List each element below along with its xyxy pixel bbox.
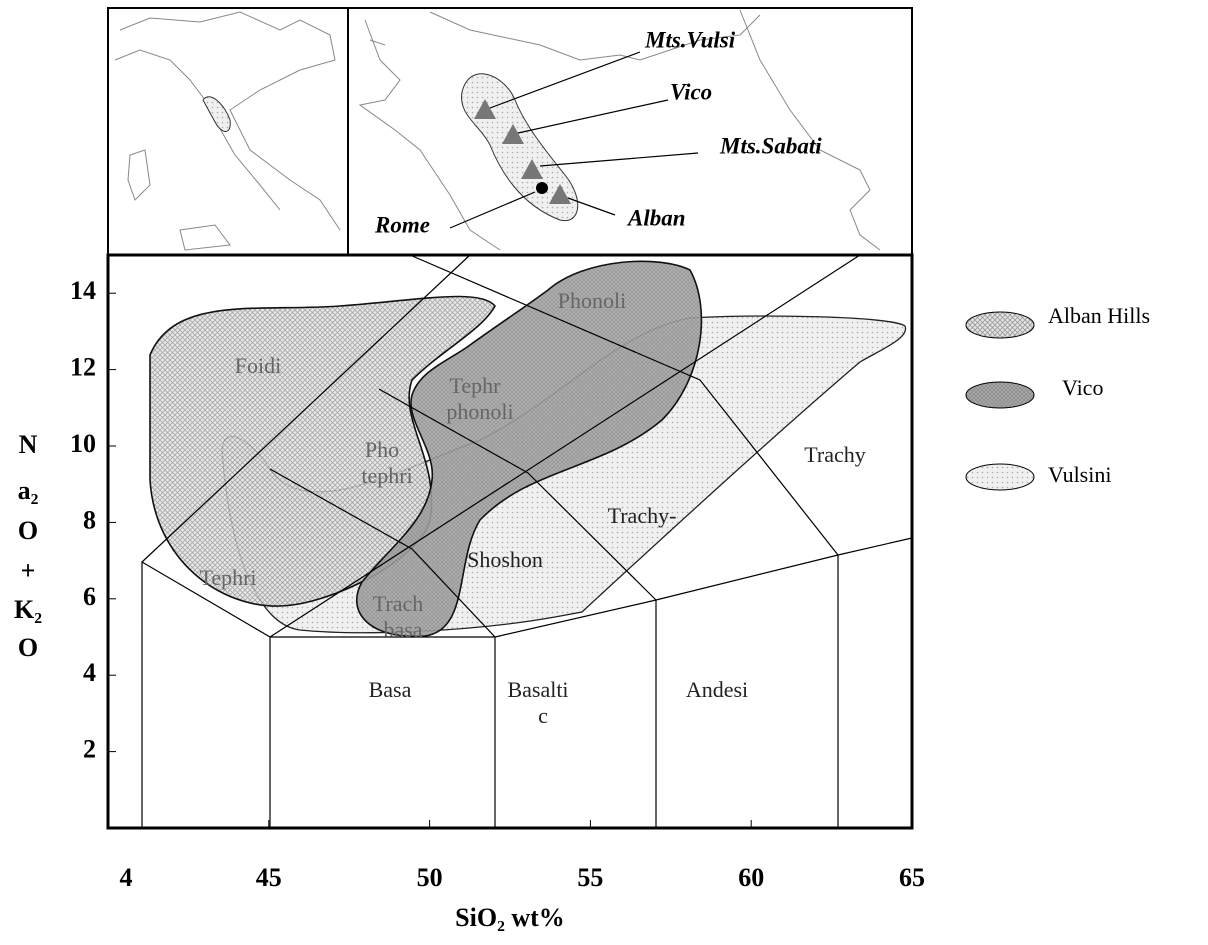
y-tick-label: 4 bbox=[83, 658, 96, 687]
y-tick-label: 8 bbox=[83, 505, 96, 534]
field-label: Phonoli bbox=[558, 288, 626, 313]
y-axis-label: + bbox=[21, 556, 36, 585]
legend bbox=[965, 311, 1035, 491]
map-label: Alban bbox=[626, 205, 686, 230]
field-label: Trachy- bbox=[608, 503, 677, 528]
map-label: Rome bbox=[374, 212, 430, 237]
vico-field bbox=[356, 260, 703, 638]
y-tick-label: 12 bbox=[70, 353, 96, 382]
x-tick-label: 50 bbox=[417, 863, 443, 892]
x-tick-label: 4 bbox=[120, 863, 133, 892]
map-label: Mts.Vulsi bbox=[644, 27, 736, 52]
legend-label: Vulsini bbox=[1048, 462, 1111, 487]
map-label: Mts.Sabati bbox=[719, 133, 822, 158]
y-tick-label: 10 bbox=[70, 429, 96, 458]
y-axis-label: a₂ bbox=[18, 476, 39, 505]
map-label: Vico bbox=[670, 79, 712, 104]
field-label: Trach bbox=[373, 591, 424, 616]
field-label: basa bbox=[383, 617, 422, 642]
x-axis-label: SiO₂ wt% bbox=[455, 903, 565, 932]
y-axis-label: O bbox=[18, 633, 38, 662]
field-label: Foidi bbox=[235, 353, 281, 378]
legend-label: Vico bbox=[1062, 375, 1103, 400]
field-label: Basalti bbox=[507, 677, 568, 702]
y-axis-label: O bbox=[18, 516, 38, 545]
field-label: Andesi bbox=[686, 677, 748, 702]
field-label: c bbox=[538, 703, 548, 728]
field-label: Basa bbox=[369, 677, 412, 702]
field-label: Trachy bbox=[804, 442, 866, 467]
field-label: Tephri bbox=[199, 565, 256, 590]
y-tick-label: 2 bbox=[83, 735, 96, 764]
field-label: tephri bbox=[361, 463, 412, 488]
x-tick-label: 45 bbox=[256, 863, 282, 892]
y-axis-label: N bbox=[19, 430, 38, 459]
y-tick-label: 14 bbox=[70, 276, 96, 305]
tas-boundaries bbox=[141, 254, 913, 828]
x-tick-label: 55 bbox=[577, 863, 603, 892]
field-label: Shoshon bbox=[467, 547, 543, 572]
x-tick-label: 60 bbox=[738, 863, 764, 892]
field-label: phonoli bbox=[446, 399, 513, 424]
field-label: Pho bbox=[365, 437, 399, 462]
y-axis-label: K₂ bbox=[14, 595, 42, 624]
y-tick-label: 6 bbox=[83, 582, 96, 611]
legend-label: Alban Hills bbox=[1048, 303, 1150, 328]
x-tick-label: 65 bbox=[899, 863, 925, 892]
field-label: Tephr bbox=[450, 373, 502, 398]
maps bbox=[107, 7, 913, 256]
